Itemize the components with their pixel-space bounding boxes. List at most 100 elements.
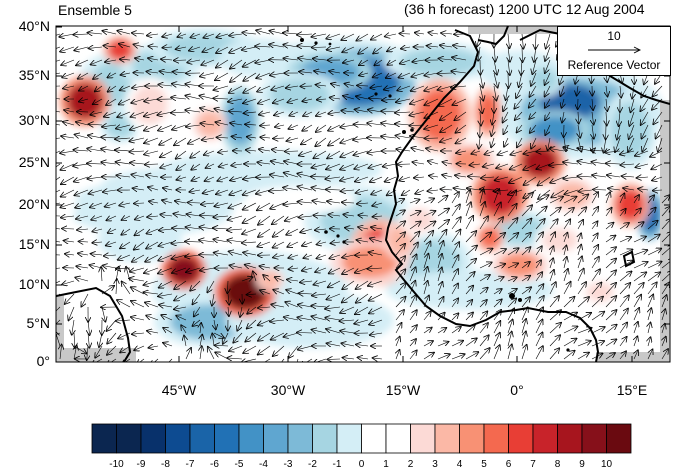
wind-vector [536, 163, 551, 169]
wind-vector [633, 237, 646, 243]
wind-vector [592, 111, 594, 124]
wind-vector [451, 284, 458, 295]
wind-vector [343, 358, 355, 359]
wind-vector [159, 280, 173, 288]
wind-vector [208, 347, 215, 360]
wind-vector [633, 272, 646, 282]
wind-vector [172, 242, 187, 244]
wind-vector [437, 297, 444, 308]
wind-vector [132, 86, 145, 88]
wind-vector [465, 259, 476, 269]
wind-vector [591, 221, 598, 230]
colorbar-label: 6 [505, 459, 512, 470]
wind-vector [230, 123, 243, 125]
wind-vector [562, 98, 565, 108]
wind-vector [648, 350, 653, 360]
wind-vector [358, 46, 369, 54]
wind-vector [230, 59, 243, 69]
wind-vector [523, 163, 537, 170]
wind-vector [233, 332, 243, 343]
wind-vector [564, 233, 567, 243]
wind-vector [493, 333, 500, 347]
wind-vector [302, 268, 313, 271]
wind-vector [328, 280, 341, 287]
wind-vector [577, 85, 578, 96]
wind-vector [494, 85, 496, 100]
wind-vector [385, 176, 397, 182]
wind-vector [359, 73, 369, 75]
wind-vector [74, 176, 89, 182]
wind-vector [427, 46, 439, 47]
lat-label: 25°N [18, 154, 50, 170]
wind-vector [545, 111, 551, 120]
wind-vector [456, 137, 467, 143]
wind-vector [577, 297, 589, 308]
colorbar-label: -2 [308, 459, 317, 470]
wind-vector [91, 59, 103, 65]
wind-vector [107, 345, 117, 355]
wind-vector [65, 293, 75, 304]
wind-vector [259, 149, 271, 151]
wind-vector [607, 175, 621, 177]
wind-vector [441, 33, 453, 34]
wind-vector [608, 188, 621, 190]
wind-vector [120, 241, 131, 248]
wind-vector [661, 245, 670, 256]
wind-vector [219, 164, 229, 167]
lake-chad [622, 250, 636, 268]
wind-vector [409, 222, 421, 230]
wind-vector [429, 176, 439, 177]
wind-vector [313, 59, 327, 60]
wind-vector [426, 148, 439, 151]
wind-vector [330, 98, 341, 100]
wind-vector [605, 151, 621, 153]
wind-vector [592, 98, 593, 110]
wind-vector [174, 293, 187, 301]
wind-vector [160, 164, 173, 168]
wind-vector [367, 123, 383, 125]
wind-vector [535, 320, 543, 334]
wind-vector [273, 99, 285, 103]
wind-vector [578, 233, 581, 243]
lon-label: 0° [510, 382, 524, 398]
wind-vector [409, 325, 417, 334]
wind-vector [76, 266, 89, 268]
wind-vector [343, 60, 355, 63]
wind-vector [270, 175, 285, 177]
wind-vector [56, 150, 61, 154]
wind-vector [478, 46, 480, 61]
wind-vector [147, 331, 159, 333]
wind-vector [213, 228, 229, 229]
wind-vector [191, 163, 201, 170]
wind-vector [535, 346, 543, 360]
shading-core [260, 272, 280, 288]
wind-vector [315, 268, 327, 272]
wind-vector [131, 317, 145, 320]
iberia-coast [477, 26, 509, 46]
wind-vector [101, 162, 117, 164]
wind-vector [273, 255, 285, 258]
wind-vector [652, 177, 663, 181]
wind-vector [428, 190, 439, 191]
shading-core [132, 85, 168, 125]
wind-vector [605, 283, 616, 295]
wind-vector [606, 85, 608, 96]
wind-vector [88, 319, 90, 335]
wind-vector [205, 177, 215, 181]
wind-vector [428, 33, 439, 35]
wind-vector [215, 203, 229, 206]
wind-vector [191, 34, 201, 38]
wind-vector [297, 174, 313, 177]
wind-vector [89, 124, 103, 125]
wind-vector [529, 98, 537, 108]
wind-vector [311, 306, 327, 307]
wind-vector [200, 323, 201, 334]
wind-vector [341, 190, 355, 191]
africa-west-coast [384, 29, 600, 362]
wind-vector [299, 216, 313, 217]
wind-vector [174, 60, 187, 61]
wind-vector [185, 348, 191, 360]
wind-vector [176, 150, 187, 159]
wind-vector [522, 33, 523, 49]
wind-vector [395, 124, 411, 125]
